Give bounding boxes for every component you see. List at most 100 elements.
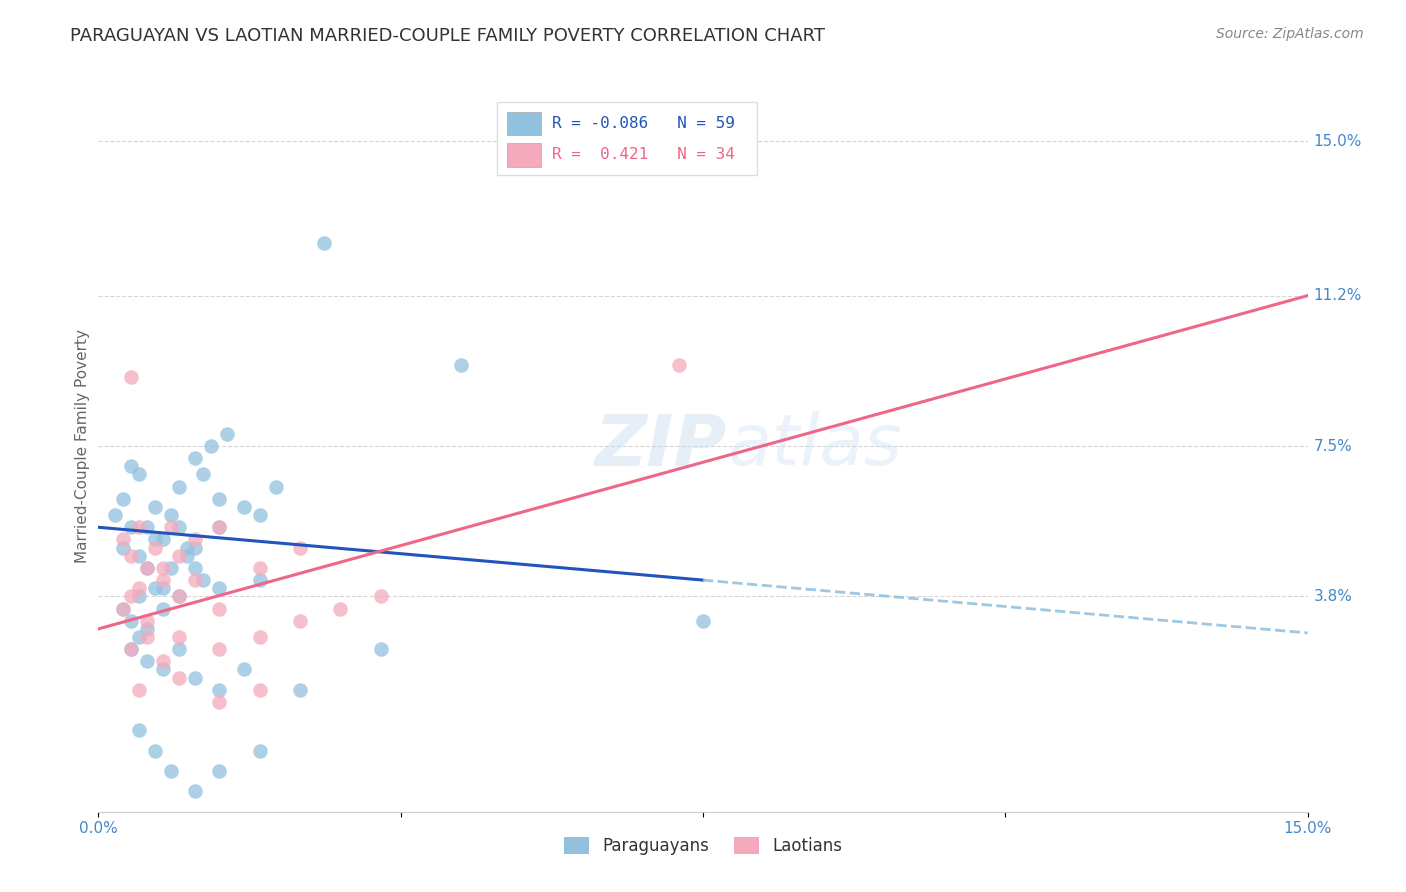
Point <box>249 508 271 522</box>
Point <box>103 508 125 522</box>
Point <box>184 784 207 798</box>
Point <box>208 642 231 657</box>
Point <box>111 601 134 615</box>
Point <box>128 630 150 644</box>
Point <box>176 541 198 555</box>
Point <box>143 581 166 595</box>
Point <box>120 459 142 474</box>
Point <box>329 601 352 615</box>
Point <box>160 764 183 778</box>
Point <box>692 614 714 628</box>
Point <box>167 590 190 604</box>
Point <box>120 642 142 657</box>
Point <box>167 630 190 644</box>
Point <box>152 561 174 575</box>
Point <box>135 630 157 644</box>
Point <box>135 622 157 636</box>
Point <box>208 695 231 709</box>
Point <box>176 549 198 563</box>
Point <box>167 642 190 657</box>
Point <box>232 500 254 514</box>
Point <box>370 590 392 604</box>
Point <box>152 573 174 587</box>
Point <box>135 561 157 575</box>
Point <box>160 561 183 575</box>
Point <box>184 573 207 587</box>
Point <box>152 581 174 595</box>
Text: R = -0.086   N = 59: R = -0.086 N = 59 <box>551 116 735 131</box>
Point <box>208 601 231 615</box>
Point <box>200 439 222 453</box>
Point <box>232 663 254 677</box>
FancyBboxPatch shape <box>498 103 758 176</box>
FancyBboxPatch shape <box>508 144 541 167</box>
Point <box>668 358 690 372</box>
Point <box>120 370 142 384</box>
Text: R =  0.421   N = 34: R = 0.421 N = 34 <box>551 147 735 162</box>
Point <box>120 590 142 604</box>
Point <box>193 573 215 587</box>
Point <box>249 630 271 644</box>
Point <box>120 520 142 534</box>
Text: atlas: atlas <box>727 411 901 481</box>
Point <box>143 541 166 555</box>
FancyBboxPatch shape <box>508 112 541 135</box>
Point <box>249 561 271 575</box>
Point <box>167 590 190 604</box>
Point <box>184 533 207 547</box>
Point <box>160 520 183 534</box>
Point <box>450 358 472 372</box>
Point <box>208 520 231 534</box>
Point <box>249 573 271 587</box>
Point <box>184 561 207 575</box>
Point <box>184 541 207 555</box>
Point <box>111 601 134 615</box>
Text: 15.0%: 15.0% <box>1313 134 1362 149</box>
Text: ZIP: ZIP <box>595 411 727 481</box>
Point <box>249 744 271 758</box>
Point <box>111 541 134 555</box>
Point <box>143 533 166 547</box>
Point <box>208 491 231 506</box>
Point <box>208 520 231 534</box>
Point <box>152 533 174 547</box>
Point <box>208 764 231 778</box>
Point <box>217 426 239 441</box>
Point <box>184 671 207 685</box>
Point <box>167 520 190 534</box>
Point <box>152 663 174 677</box>
Point <box>370 642 392 657</box>
Point <box>135 520 157 534</box>
Point <box>208 682 231 697</box>
Text: PARAGUAYAN VS LAOTIAN MARRIED-COUPLE FAMILY POVERTY CORRELATION CHART: PARAGUAYAN VS LAOTIAN MARRIED-COUPLE FAM… <box>70 27 825 45</box>
Point <box>128 581 150 595</box>
Y-axis label: Married-Couple Family Poverty: Married-Couple Family Poverty <box>75 329 90 563</box>
Point <box>135 654 157 668</box>
Point <box>128 520 150 534</box>
Text: 3.8%: 3.8% <box>1313 589 1353 604</box>
Point <box>160 508 183 522</box>
Point <box>120 549 142 563</box>
Legend: Paraguayans, Laotians: Paraguayans, Laotians <box>557 830 849 862</box>
Text: 11.2%: 11.2% <box>1313 288 1362 303</box>
Point <box>264 480 287 494</box>
Point <box>208 581 231 595</box>
Point <box>111 533 134 547</box>
Point <box>128 590 150 604</box>
Text: Source: ZipAtlas.com: Source: ZipAtlas.com <box>1216 27 1364 41</box>
Point <box>135 614 157 628</box>
Point <box>167 671 190 685</box>
Point <box>167 480 190 494</box>
Point <box>128 682 150 697</box>
Point <box>314 235 336 250</box>
Point <box>135 561 157 575</box>
Point <box>111 491 134 506</box>
Point <box>184 451 207 466</box>
Point <box>167 549 190 563</box>
Point <box>249 682 271 697</box>
Point <box>152 654 174 668</box>
Text: 7.5%: 7.5% <box>1313 439 1353 453</box>
Point <box>288 614 311 628</box>
Point <box>128 723 150 738</box>
Point <box>120 642 142 657</box>
